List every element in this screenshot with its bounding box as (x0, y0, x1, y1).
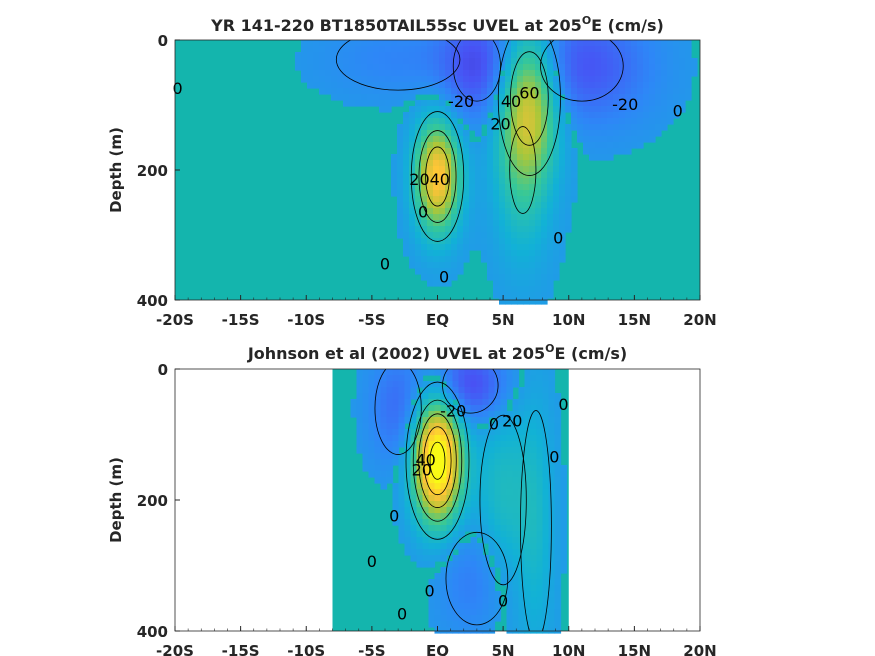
contour-label: 0 (558, 395, 568, 414)
title-superscript: O (582, 14, 591, 27)
contour-line (425, 146, 450, 207)
contour-line (418, 130, 457, 223)
contour-label: 0 (389, 506, 399, 525)
y-tick-label: 400 (137, 623, 168, 641)
x-tick-label: -10S (287, 311, 325, 329)
contour-line (479, 414, 527, 586)
y-tick-label: 200 (137, 162, 168, 180)
x-tick-label: EQ (426, 642, 449, 656)
contour-label: 0 (439, 267, 449, 286)
contour-line (405, 381, 470, 540)
title-end: E (cm/s) (591, 16, 664, 35)
contour-label: 2040 (409, 170, 450, 189)
x-tick-label: 10N (552, 311, 585, 329)
contour-label: 20 (502, 411, 522, 430)
title-end: E (cm/s) (555, 344, 628, 363)
contour-label: 0 (673, 102, 683, 121)
x-tick-label: 20N (683, 642, 716, 656)
contour-label: 0 (498, 592, 508, 611)
title-main: Johnson et al (2002) UVEL at 205 (247, 344, 545, 363)
y-tick-label: 0 (158, 32, 168, 50)
contour-label: 20 (412, 461, 432, 480)
x-tick-label: -15S (222, 642, 260, 656)
contour-label: 0 (549, 447, 559, 466)
contour-label: 40 (416, 451, 436, 470)
contour-line (452, 40, 501, 102)
y-tick-label: 200 (137, 492, 168, 510)
contour-line (445, 531, 509, 626)
contour-label: 0 (425, 582, 435, 601)
x-tick-label: 5N (492, 642, 515, 656)
y-tick-label: 0 (158, 361, 168, 379)
contour-line (374, 369, 422, 455)
contour-line (410, 111, 465, 242)
title-main: YR 141-220 BT1850TAIL55sc UVEL at 205 (210, 16, 582, 35)
x-tick-label: -20S (156, 642, 194, 656)
contour-label: 0 (173, 79, 183, 98)
title-superscript: O (545, 342, 554, 355)
contour-label: 0 (489, 415, 499, 434)
x-tick-label: 5N (492, 311, 515, 329)
x-tick-label: -10S (287, 642, 325, 656)
contour-label: -20 (448, 92, 474, 111)
x-tick-label: -5S (358, 311, 385, 329)
x-tick-label: EQ (426, 311, 449, 329)
contour-line (497, 40, 561, 176)
contour-line (442, 369, 499, 414)
x-tick-label: -5S (358, 642, 385, 656)
contour-label: 0 (380, 254, 390, 273)
contour-label: 60 (519, 83, 539, 102)
chart-title: Johnson et al (2002) UVEL at 205OE (cm/s… (247, 342, 627, 363)
x-tick-label: 15N (618, 642, 651, 656)
contour-label: 20 (490, 115, 510, 134)
contour-label: 40 (501, 92, 521, 111)
contour-label: 0 (397, 605, 407, 624)
x-tick-label: -15S (222, 311, 260, 329)
y-axis-label: Depth (m) (107, 127, 125, 213)
contour-label: 0 (418, 202, 428, 221)
contour-line (335, 40, 461, 91)
x-tick-label: -20S (156, 311, 194, 329)
contour-line (412, 399, 463, 522)
contour-label: -20 (612, 95, 638, 114)
contour-line (423, 426, 452, 496)
velocity-field (295, 40, 698, 305)
y-tick-label: 400 (137, 292, 168, 310)
x-tick-label: 20N (683, 311, 716, 329)
x-tick-label: 15N (618, 311, 651, 329)
contour-line (429, 441, 446, 480)
contour-line (520, 410, 552, 631)
contour-label: -20 (440, 402, 466, 421)
contour-lines (374, 369, 552, 631)
contour-lines (335, 40, 624, 242)
contour-line (510, 51, 549, 146)
contour-line (418, 413, 457, 508)
contour-line (509, 126, 537, 214)
contour-label: 0 (553, 228, 563, 247)
chart-title: YR 141-220 BT1850TAIL55sc UVEL at 205OE … (210, 14, 664, 35)
y-axis-label: Depth (m) (107, 457, 125, 543)
contour-label: 0 (367, 552, 377, 571)
x-tick-label: 10N (552, 642, 585, 656)
contour-line (540, 40, 624, 102)
